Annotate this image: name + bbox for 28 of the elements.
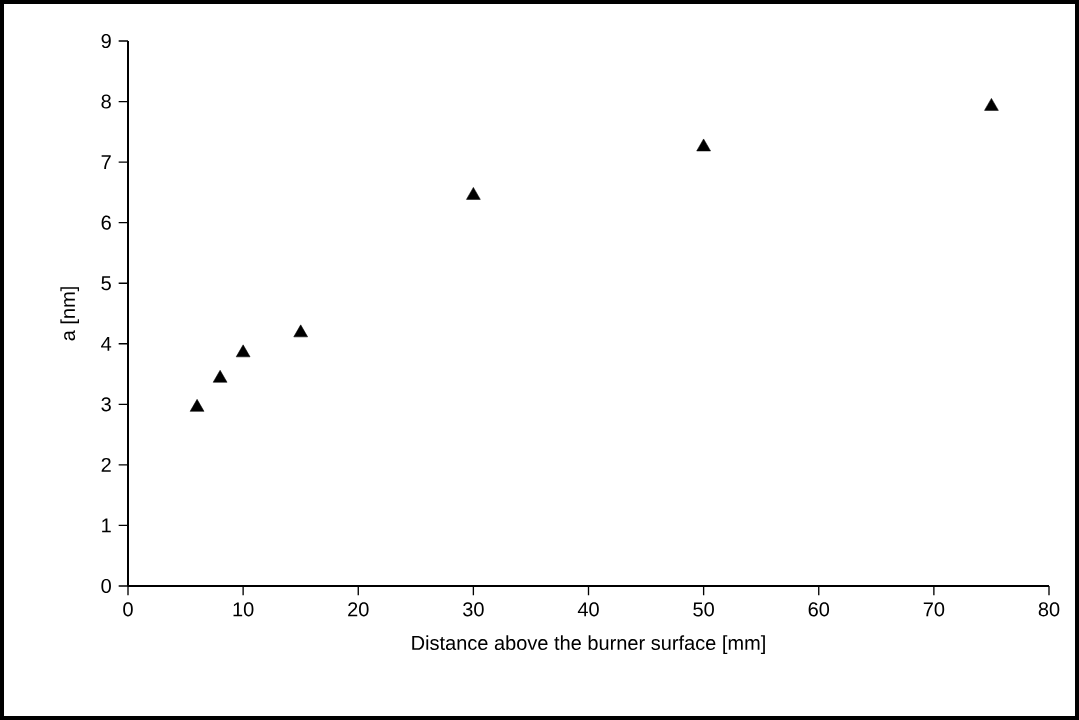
x-tick-label: 30 xyxy=(463,602,484,617)
y-tick-label: 1 xyxy=(102,518,111,533)
y-tick-label: 3 xyxy=(101,397,111,412)
point xyxy=(293,324,308,338)
point xyxy=(189,399,205,412)
x-tick-label: 70 xyxy=(923,602,945,617)
x-tick-label: 0 xyxy=(123,602,133,617)
x-tick-label: 40 xyxy=(577,602,599,617)
y-tick-label: 5 xyxy=(101,276,111,291)
x-tick-label: 10 xyxy=(233,602,254,617)
x-tick-label: 50 xyxy=(693,602,714,617)
point xyxy=(984,98,999,111)
x-tick-label: 80 xyxy=(1038,602,1060,617)
point xyxy=(235,344,251,358)
point xyxy=(466,187,481,200)
y-tick-label: 4 xyxy=(101,336,112,351)
x-axis-title: Distance above the burner surface [mm] xyxy=(412,635,765,654)
y-tick-label: 7 xyxy=(101,155,111,169)
y-tick-label: 9 xyxy=(101,33,111,49)
y-tick-label: 6 xyxy=(101,215,111,230)
x-tick-label: 60 xyxy=(808,602,830,617)
y-axis-title: a [nm] xyxy=(60,287,80,341)
x-tick-label: 20 xyxy=(348,602,369,617)
y-tick-label: 8 xyxy=(101,94,111,109)
y-tick-label: 0 xyxy=(101,578,111,594)
y-tick-label: 2 xyxy=(101,457,111,472)
point xyxy=(212,370,228,383)
point xyxy=(696,138,711,152)
